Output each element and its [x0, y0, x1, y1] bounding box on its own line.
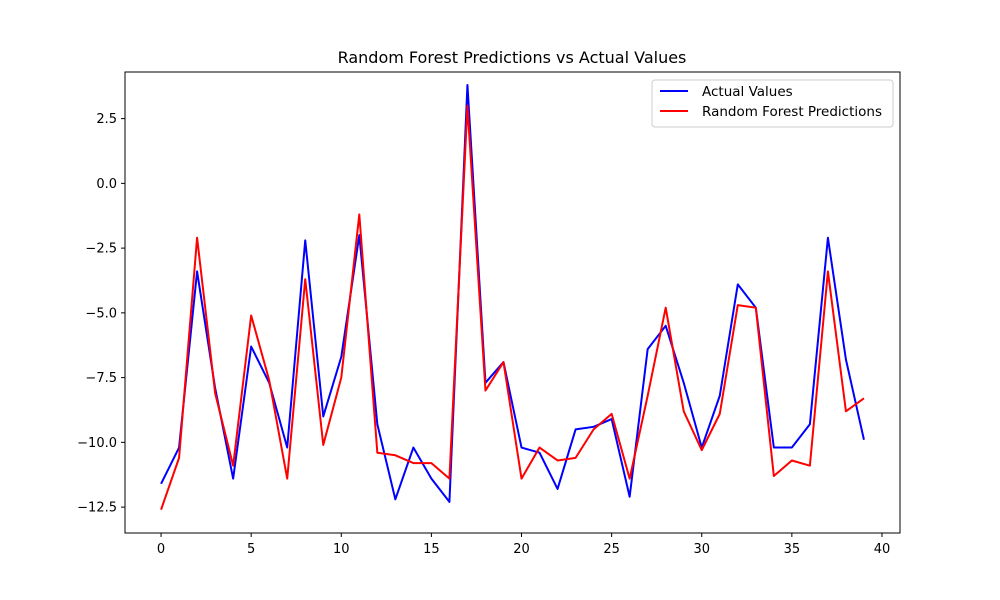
chart-title: Random Forest Predictions vs Actual Valu…: [338, 48, 687, 67]
y-tick-label: 0.0: [96, 177, 117, 192]
legend-label-0: Actual Values: [702, 84, 793, 100]
series-layer: [160, 83, 865, 511]
x-tick-label: 25: [603, 542, 620, 557]
legend-box: [651, 79, 894, 128]
x-tick-label: 10: [333, 542, 350, 557]
x-tick-label: 15: [423, 542, 440, 557]
y-tick-label: −10.0: [77, 436, 117, 451]
x-tick-label: 5: [247, 542, 255, 557]
y-tick-label: −2.5: [85, 242, 117, 257]
y-axis: 2.5 0.0 −2.5 −5.0 −7.5 −10.0 −12.5: [77, 112, 125, 516]
plot-frame: [124, 71, 901, 534]
legend: Actual Values Random Forest Predictions: [651, 79, 894, 128]
series-line-0: [160, 83, 865, 503]
y-tick-label: 2.5: [96, 112, 117, 127]
y-tick-label: −5.0: [85, 306, 117, 321]
x-tick-label: 0: [157, 542, 165, 557]
x-axis: 0 5 10 15 20 25 30 35 40: [157, 533, 890, 557]
y-tick-label: −7.5: [85, 371, 117, 386]
x-tick-label: 40: [874, 542, 891, 557]
legend-label-1: Random Forest Predictions: [702, 104, 882, 120]
y-tick-label: −12.5: [77, 501, 117, 516]
x-tick-label: 20: [513, 542, 530, 557]
series-line-1: [160, 104, 865, 511]
x-tick-label: 30: [693, 542, 710, 557]
x-tick-label: 35: [784, 542, 801, 557]
